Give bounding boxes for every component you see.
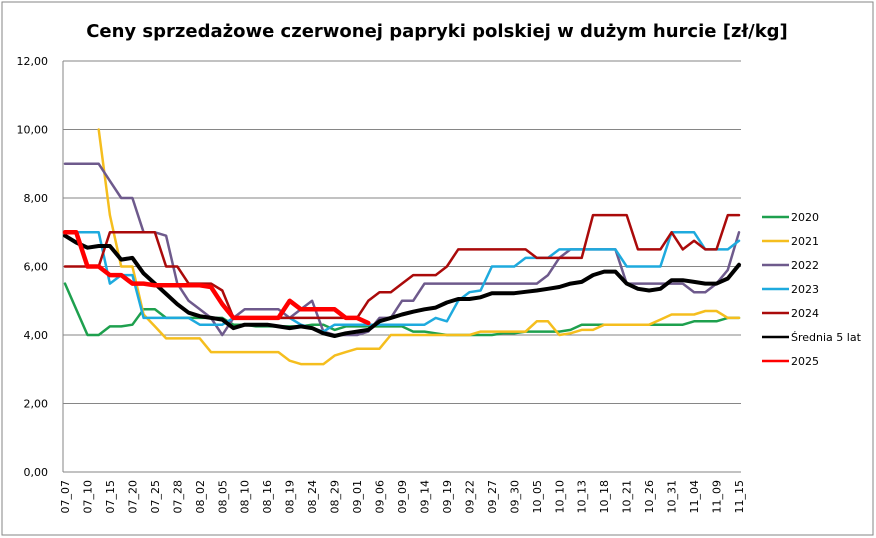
x-tick-label: 10_26 [643,480,656,514]
y-tick-label: 6,00 [24,261,49,274]
chart-title: Ceny sprzedażowe czerwonej papryki polsk… [86,21,788,42]
legend-label: 2024 [791,307,819,320]
x-tick-label: 07_10 [81,480,94,514]
x-tick-label: 09_01 [351,480,364,514]
x-tick-label: 10_13 [576,480,589,514]
x-tick-label: 07_20 [126,480,139,514]
series-line-4 [63,213,741,320]
x-tick-label: 10_05 [531,480,544,514]
x-tick-label: 07_15 [104,480,117,514]
y-tick-label: 8,00 [24,192,49,205]
x-tick-label: 09_22 [463,480,476,514]
x-tick-label: 08_19 [284,480,297,514]
x-tick-label: 11_09 [711,480,724,514]
x-tick-label: 08_02 [194,480,207,514]
x-tick-label: 08_16 [261,480,274,514]
legend-label: 2021 [791,235,819,248]
legend-label: 2025 [791,355,819,368]
y-tick-label: 10,00 [17,124,49,137]
x-axis-ticks: 07_07 07_10 07_15 07_20 07_25 07_28 08_02 08_05… [59,480,746,514]
series-line-3 [63,231,741,333]
x-tick-label: 10_18 [598,480,611,514]
x-tick-label: 08_29 [329,480,342,514]
x-tick-label: 08_05 [216,480,229,514]
legend-label: 2023 [791,283,819,296]
series-line-5 [63,233,741,338]
y-axis-ticks: 0,00 2,00 4,00 6,00 8,00 10,00 12,00 [17,55,49,479]
y-tick-label: 2,00 [24,398,49,411]
gridlines [62,60,741,473]
x-tick-label: 08_10 [239,480,252,514]
x-tick-label: 07_25 [149,480,162,514]
y-tick-label: 12,00 [17,55,49,68]
x-tick-label: 09_06 [374,480,387,514]
series-line-6 [62,230,371,326]
x-tick-label: 09_09 [396,480,409,514]
x-tick-label: 10_10 [553,480,566,514]
x-tick-label: 09_14 [418,480,431,514]
x-tick-label: 11_15 [733,480,746,514]
y-tick-label: 4,00 [24,329,49,342]
legend-label: 2022 [791,259,819,272]
x-tick-label: 07_07 [59,480,72,514]
x-tick-label: 11_04 [688,480,701,514]
x-tick-label: 10_31 [666,480,679,514]
x-tick-label: 07_28 [171,480,184,514]
x-tick-label: 09_27 [486,480,499,514]
series-line-1 [97,128,741,366]
x-tick-label: 09_19 [441,480,454,514]
series-lines [62,128,741,366]
x-tick-label: 10_21 [621,480,634,514]
x-tick-label: 09_30 [508,480,521,514]
x-tick-label: 08_24 [306,480,319,514]
legend: 2020 2021 2022 2023 2024 Średnia 5 lat 2025 [762,211,862,368]
legend-label: 2020 [791,211,819,224]
y-tick-label: 0,00 [24,466,49,479]
legend-label: Średnia 5 lat [791,331,862,344]
